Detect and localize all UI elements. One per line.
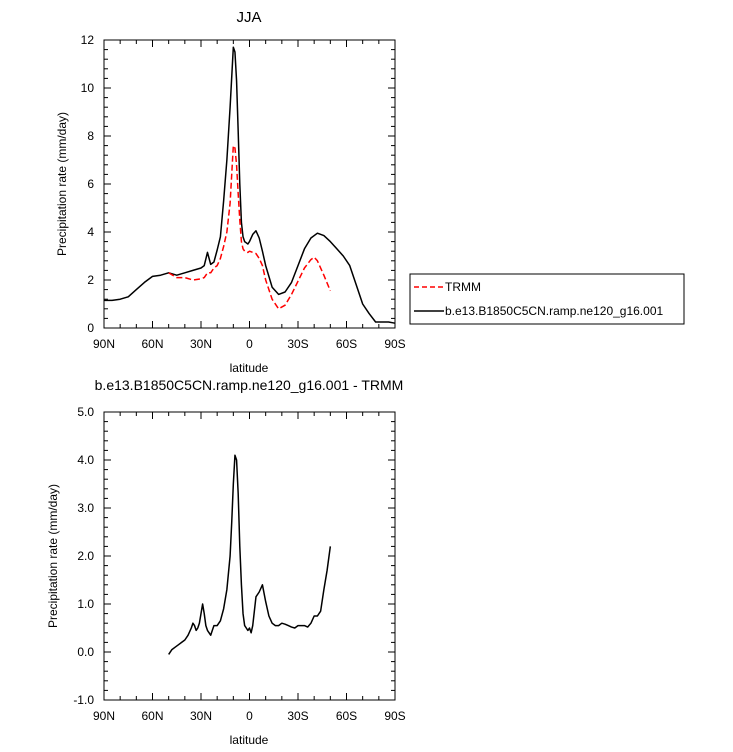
y-tick-label: 2 bbox=[87, 273, 94, 287]
x-tick-label: 60S bbox=[336, 337, 357, 351]
x-tick-label: 90S bbox=[384, 337, 405, 351]
chart2-x-tick-labels: 90N 60N 30N 0 30S 60S 90S bbox=[93, 709, 406, 723]
y-tick-label: 12 bbox=[81, 33, 95, 47]
chart1-ticks bbox=[103, 39, 396, 329]
x-tick-label: 90N bbox=[93, 337, 115, 351]
chart2-title: b.e13.B1850C5CN.ramp.ne120_g16.001 - TRM… bbox=[95, 377, 404, 393]
x-tick-label: 30S bbox=[287, 709, 308, 723]
y-tick-label: 1.0 bbox=[77, 597, 94, 611]
series-line-model bbox=[168, 454, 332, 655]
x-tick-label: 60S bbox=[336, 709, 357, 723]
chart2-series bbox=[168, 454, 332, 655]
y-tick-label: 6 bbox=[87, 177, 94, 191]
chart1-y-tick-labels: 0 2 4 6 8 10 12 bbox=[81, 33, 95, 335]
chart2-y-tick-labels: -1.0 0.0 1.0 2.0 3.0 4.0 5.0 bbox=[73, 405, 94, 707]
y-tick-label: 0.0 bbox=[77, 645, 94, 659]
y-tick-label: 0 bbox=[87, 321, 94, 335]
chart2-ticks bbox=[103, 411, 396, 701]
y-tick-label: 8 bbox=[87, 129, 94, 143]
x-tick-label: 60N bbox=[141, 709, 163, 723]
x-tick-label: 90N bbox=[93, 709, 115, 723]
x-tick-label: 30S bbox=[287, 337, 308, 351]
legend-label-trmm: TRMM bbox=[445, 280, 481, 294]
series-line-model bbox=[104, 46, 396, 324]
chart1-series bbox=[104, 46, 396, 324]
chart1-frame bbox=[103, 39, 396, 329]
chart1-legend: TRMM b.e13.B1850C5CN.ramp.ne120_g16.001 bbox=[409, 273, 685, 325]
y-tick-label: -1.0 bbox=[73, 693, 94, 707]
chart2-y-axis-label: Precipitation rate (mm/day) bbox=[46, 484, 60, 628]
chart1-y-axis-label: Precipitation rate (mm/day) bbox=[55, 112, 69, 256]
y-tick-label: 5.0 bbox=[77, 405, 94, 419]
series-line-trmm bbox=[168, 144, 332, 310]
y-tick-label: 2.0 bbox=[77, 549, 94, 563]
y-tick-label: 10 bbox=[81, 81, 95, 95]
x-tick-label: 0 bbox=[246, 709, 253, 723]
y-tick-label: 4.0 bbox=[77, 453, 94, 467]
chart1-title: JJA bbox=[236, 9, 261, 26]
legend-box bbox=[409, 273, 685, 325]
legend-label-model: b.e13.B1850C5CN.ramp.ne120_g16.001 bbox=[445, 304, 663, 318]
x-tick-label: 60N bbox=[141, 337, 163, 351]
x-tick-label: 30N bbox=[190, 337, 212, 351]
x-tick-label: 90S bbox=[384, 709, 405, 723]
chart-difference: b.e13.B1850C5CN.ramp.ne120_g16.001 - TRM… bbox=[46, 377, 406, 747]
chart1-x-axis-label: latitude bbox=[230, 361, 269, 375]
chart2-x-axis-label: latitude bbox=[230, 733, 269, 747]
chart2-frame bbox=[103, 411, 396, 701]
chart-jja: JJA 90N 60N 30N 0 30S 60S 90S 0 2 4 6 8 10 12 latitu… bbox=[55, 9, 685, 375]
x-tick-label: 0 bbox=[246, 337, 253, 351]
x-tick-label: 30N bbox=[190, 709, 212, 723]
y-tick-label: 4 bbox=[87, 225, 94, 239]
chart1-x-tick-labels: 90N 60N 30N 0 30S 60S 90S bbox=[93, 337, 406, 351]
y-tick-label: 3.0 bbox=[77, 501, 94, 515]
